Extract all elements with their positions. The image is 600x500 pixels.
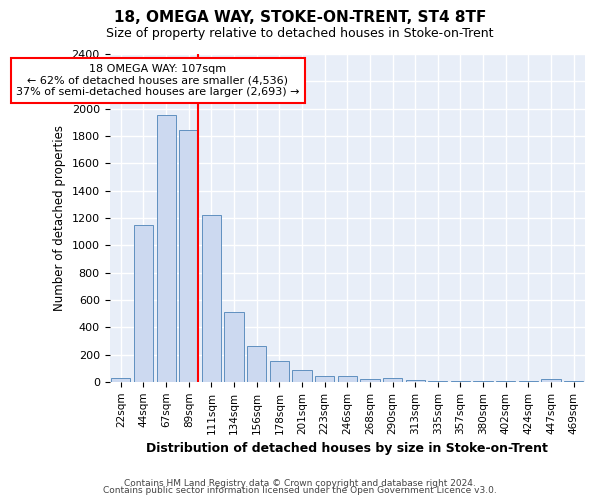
Bar — [315, 376, 334, 382]
Bar — [541, 379, 560, 382]
Y-axis label: Number of detached properties: Number of detached properties — [53, 125, 66, 311]
Text: Size of property relative to detached houses in Stoke-on-Trent: Size of property relative to detached ho… — [106, 28, 494, 40]
Bar — [360, 380, 380, 382]
Bar — [134, 224, 153, 382]
Text: 18 OMEGA WAY: 107sqm
← 62% of detached houses are smaller (4,536)
37% of semi-de: 18 OMEGA WAY: 107sqm ← 62% of detached h… — [16, 64, 299, 97]
Text: 18, OMEGA WAY, STOKE-ON-TRENT, ST4 8TF: 18, OMEGA WAY, STOKE-ON-TRENT, ST4 8TF — [114, 10, 486, 25]
Bar — [473, 381, 493, 382]
Text: Contains public sector information licensed under the Open Government Licence v3: Contains public sector information licen… — [103, 486, 497, 495]
Bar — [224, 312, 244, 382]
Bar — [451, 381, 470, 382]
Bar — [157, 116, 176, 382]
Bar — [270, 362, 289, 382]
X-axis label: Distribution of detached houses by size in Stoke-on-Trent: Distribution of detached houses by size … — [146, 442, 548, 455]
Bar — [383, 378, 402, 382]
Bar — [406, 380, 425, 382]
Bar — [111, 378, 130, 382]
Bar — [202, 215, 221, 382]
Bar — [338, 376, 357, 382]
Bar — [292, 370, 311, 382]
Bar — [428, 380, 448, 382]
Bar — [247, 346, 266, 382]
Text: Contains HM Land Registry data © Crown copyright and database right 2024.: Contains HM Land Registry data © Crown c… — [124, 478, 476, 488]
Bar — [179, 130, 199, 382]
